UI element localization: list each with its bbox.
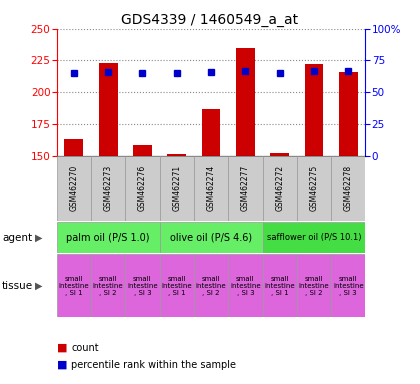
Text: small
intestine
, SI 3: small intestine , SI 3 xyxy=(127,275,158,296)
Text: GSM462272: GSM462272 xyxy=(275,165,284,211)
Text: tissue: tissue xyxy=(2,280,33,291)
Text: olive oil (P/S 4.6): olive oil (P/S 4.6) xyxy=(170,232,252,243)
Text: small
intestine
, SI 2: small intestine , SI 2 xyxy=(196,275,226,296)
Bar xyxy=(167,154,186,156)
Text: small
intestine
, SI 1: small intestine , SI 1 xyxy=(264,275,295,296)
FancyBboxPatch shape xyxy=(91,156,125,221)
Text: small
intestine
, SI 2: small intestine , SI 2 xyxy=(299,275,329,296)
Bar xyxy=(99,63,118,156)
Text: safflower oil (P/S 10.1): safflower oil (P/S 10.1) xyxy=(267,233,361,242)
Text: small
intestine
, SI 3: small intestine , SI 3 xyxy=(230,275,261,296)
FancyBboxPatch shape xyxy=(262,254,297,317)
FancyBboxPatch shape xyxy=(57,254,91,317)
FancyBboxPatch shape xyxy=(57,156,91,221)
FancyBboxPatch shape xyxy=(228,156,262,221)
Text: small
intestine
, SI 2: small intestine , SI 2 xyxy=(93,275,123,296)
Text: percentile rank within the sample: percentile rank within the sample xyxy=(71,360,236,370)
FancyBboxPatch shape xyxy=(262,156,297,221)
FancyBboxPatch shape xyxy=(57,222,160,253)
Bar xyxy=(133,146,152,156)
Text: small
intestine
, SI 1: small intestine , SI 1 xyxy=(161,275,192,296)
FancyBboxPatch shape xyxy=(331,156,365,221)
Text: GSM462276: GSM462276 xyxy=(138,165,147,211)
FancyBboxPatch shape xyxy=(297,156,331,221)
Text: small
intestine
, SI 3: small intestine , SI 3 xyxy=(333,275,364,296)
FancyBboxPatch shape xyxy=(160,254,194,317)
Bar xyxy=(339,72,358,156)
FancyBboxPatch shape xyxy=(297,254,331,317)
Bar xyxy=(236,48,255,156)
Text: ■: ■ xyxy=(57,343,67,353)
Text: GSM462277: GSM462277 xyxy=(241,165,250,211)
FancyBboxPatch shape xyxy=(331,254,365,317)
Text: small
intestine
, SI 1: small intestine , SI 1 xyxy=(58,275,89,296)
Text: GSM462270: GSM462270 xyxy=(69,165,79,211)
Text: GSM462271: GSM462271 xyxy=(172,165,181,211)
Text: agent: agent xyxy=(2,232,32,243)
Text: GSM462278: GSM462278 xyxy=(344,165,353,211)
FancyBboxPatch shape xyxy=(160,222,262,253)
FancyBboxPatch shape xyxy=(262,222,365,253)
Text: count: count xyxy=(71,343,99,353)
Text: ▶: ▶ xyxy=(35,280,42,291)
Text: ■: ■ xyxy=(57,360,67,370)
FancyBboxPatch shape xyxy=(194,156,228,221)
Bar xyxy=(304,64,323,156)
Text: GSM462274: GSM462274 xyxy=(207,165,215,211)
FancyBboxPatch shape xyxy=(228,254,262,317)
Bar xyxy=(202,109,220,156)
Bar xyxy=(64,139,83,156)
Text: palm oil (P/S 1.0): palm oil (P/S 1.0) xyxy=(66,232,150,243)
Text: ▶: ▶ xyxy=(35,232,42,243)
FancyBboxPatch shape xyxy=(91,254,125,317)
Bar xyxy=(270,153,289,156)
FancyBboxPatch shape xyxy=(160,156,194,221)
Text: GSM462275: GSM462275 xyxy=(310,165,318,211)
FancyBboxPatch shape xyxy=(194,254,228,317)
Text: GDS4339 / 1460549_a_at: GDS4339 / 1460549_a_at xyxy=(121,13,299,27)
FancyBboxPatch shape xyxy=(125,254,160,317)
Text: GSM462273: GSM462273 xyxy=(104,165,113,211)
FancyBboxPatch shape xyxy=(125,156,160,221)
